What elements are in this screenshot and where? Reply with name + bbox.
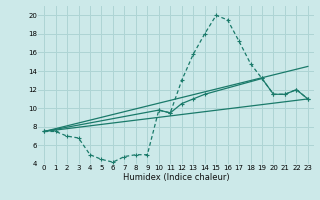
X-axis label: Humidex (Indice chaleur): Humidex (Indice chaleur)	[123, 173, 229, 182]
